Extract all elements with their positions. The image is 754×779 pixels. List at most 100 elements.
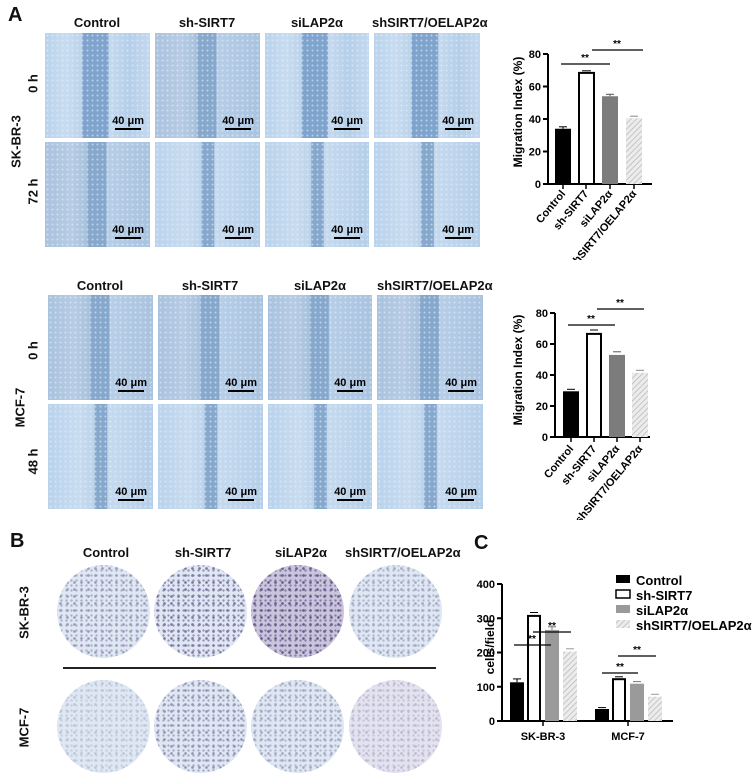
- legend-swatch-sh-sirt7: [615, 589, 631, 599]
- micrograph-mcf7-control-0h: 40 μm: [48, 295, 153, 400]
- y-axis-label: Migration Index (%): [511, 57, 525, 168]
- bar-skbr3-sh-sirt7: [527, 614, 541, 722]
- y-tick: 0: [535, 179, 541, 191]
- bar-skbr3-shsirt7-oelap2a: [563, 651, 577, 721]
- micrograph-mcf7-silap2a-48h: 40 μm: [268, 404, 372, 509]
- panel-letter-c: C: [474, 532, 489, 554]
- legend-label-shsirt7-oelap2a: shSIRT7/OELAP2α: [636, 618, 752, 633]
- chart-invasion-cells-per-field: cells/field 0 100 200 300 400 ** ** ** *…: [477, 573, 752, 743]
- row-label-48h: 48 h: [25, 448, 41, 475]
- significance-label: **: [616, 298, 624, 309]
- bar-sh-sirt7: [586, 332, 602, 438]
- scale-bar-label: 40 μm: [331, 224, 363, 236]
- col-label-control: Control: [76, 278, 124, 293]
- scale-bar-label: 40 μm: [334, 486, 366, 498]
- row-divider: [63, 667, 436, 669]
- y-tick: 20: [529, 147, 541, 159]
- bar-mcf7-silap2a: [630, 683, 644, 721]
- micrograph-skbr3-silap2a-72h: 40 μm: [265, 142, 369, 247]
- y-tick: 20: [536, 401, 548, 413]
- y-tick: 300: [477, 613, 495, 625]
- micrograph-skbr3-shsirt7-0h: 40 μm: [155, 33, 260, 138]
- significance-label: **: [581, 53, 589, 64]
- micrograph-skbr3-control-0h: 40 μm: [45, 33, 150, 138]
- bar-shsirt7-oelap2a: [626, 118, 642, 184]
- y-axis-label: Migration Index (%): [511, 315, 525, 426]
- y-tick: 200: [477, 648, 495, 660]
- col-label-silap2a: siLAP2α: [274, 545, 328, 560]
- col-label-shsirt7-oelap2a: shSIRT7/OELAP2α: [345, 545, 461, 560]
- bar-mcf7-shsirt7-oelap2a: [648, 696, 662, 721]
- micrograph-mcf7-silap2a-0h: 40 μm: [268, 295, 372, 400]
- bar-skbr3-control: [510, 682, 524, 721]
- significance-label: **: [613, 40, 621, 50]
- y-tick: 0: [489, 716, 495, 728]
- transwell-dish-skbr3-control: [57, 565, 150, 658]
- y-tick: 100: [477, 682, 495, 694]
- bar-skbr3-silap2a: [545, 629, 559, 721]
- scale-bar-label: 40 μm: [445, 377, 477, 389]
- scale-bar-label: 40 μm: [222, 115, 254, 127]
- significance-label: **: [587, 314, 595, 325]
- bar-control: [555, 128, 571, 184]
- scale-bar-label: 40 μm: [222, 224, 254, 236]
- y-tick: 40: [536, 370, 548, 382]
- bar-silap2a: [602, 96, 618, 184]
- chart-legend: Control sh-SIRT7 siLAP2α shSIRT7/OELAP2α: [615, 573, 752, 633]
- scale-bar-label: 40 μm: [225, 486, 257, 498]
- bar-silap2a: [609, 354, 625, 437]
- transwell-dish-mcf7-silap2a: [251, 680, 344, 773]
- micrograph-skbr3-shsirt7-72h: 40 μm: [155, 142, 260, 247]
- row-label-skbr3: SK-BR-3: [8, 115, 24, 168]
- significance-label: **: [548, 621, 556, 632]
- bar-mcf7-control: [595, 709, 609, 721]
- micrograph-skbr3-silap2a-0h: 40 μm: [265, 33, 369, 138]
- bar-mcf7-sh-sirt7: [612, 678, 626, 722]
- legend-swatch-control: [616, 575, 630, 583]
- col-label-silap2a: siLAP2α: [293, 278, 347, 293]
- scale-bar-label: 40 μm: [442, 224, 474, 236]
- col-label-silap2a: siLAP2α: [290, 15, 344, 30]
- micrograph-mcf7-shsirt7-48h: 40 μm: [158, 404, 263, 509]
- scale-bar-label: 40 μm: [112, 115, 144, 127]
- scale-bar-label: 40 μm: [225, 377, 257, 389]
- row-label-0h: 0 h: [25, 341, 41, 360]
- bar-shsirt7-oelap2a: [632, 372, 648, 437]
- y-axis-label: cells/field: [483, 620, 497, 675]
- panel-letter-b: B: [10, 530, 25, 552]
- chart-skbr3-migration-index: Migration Index (%) 0 20 40 60 80 ** ** …: [511, 40, 652, 260]
- transwell-dish-mcf7-shsirt7: [154, 680, 247, 773]
- legend-label-control: Control: [636, 573, 682, 588]
- col-label-control: Control: [82, 545, 130, 560]
- scale-bar-label: 40 μm: [112, 224, 144, 236]
- legend-label-sh-sirt7: sh-SIRT7: [636, 588, 692, 603]
- col-label-sh-sirt7: sh-SIRT7: [181, 278, 239, 293]
- transwell-dish-mcf7-shsirt7-oelap2a: [349, 680, 442, 773]
- x-tick-skbr3: SK-BR-3: [521, 731, 566, 743]
- chart-mcf7-migration-index: Migration Index (%) 0 20 40 60 80 ** ** …: [511, 298, 650, 520]
- col-label-sh-sirt7: sh-SIRT7: [178, 15, 236, 30]
- col-label-sh-sirt7: sh-SIRT7: [174, 545, 232, 560]
- row-label-mcf7: MCF-7: [16, 707, 32, 748]
- legend-label-silap2a: siLAP2α: [636, 603, 688, 618]
- transwell-dish-skbr3-shsirt7: [154, 565, 247, 658]
- legend-swatch-shsirt7-oelap2a: [616, 620, 630, 628]
- bar-control: [563, 391, 579, 437]
- transwell-dish-skbr3-shsirt7-oelap2a: [349, 565, 442, 658]
- row-label-mcf7: MCF-7: [12, 387, 28, 428]
- row-label-skbr3: SK-BR-3: [16, 586, 32, 639]
- scale-bar-label: 40 μm: [115, 377, 147, 389]
- micrograph-mcf7-shsirt7-oelap2a-48h: 40 μm: [377, 404, 483, 509]
- scale-bar-label: 40 μm: [115, 486, 147, 498]
- significance-label: **: [633, 645, 641, 656]
- scale-bar-label: 40 μm: [331, 115, 363, 127]
- col-label-shsirt7-oelap2a: shSIRT7/OELAP2α: [377, 278, 493, 293]
- bar-sh-sirt7: [578, 71, 595, 185]
- y-tick: 80: [536, 308, 548, 320]
- significance-label: **: [528, 634, 536, 645]
- y-tick: 0: [542, 432, 548, 444]
- scale-bar-label: 40 μm: [334, 377, 366, 389]
- y-tick: 400: [477, 579, 495, 591]
- micrograph-skbr3-control-72h: 40 μm: [45, 142, 150, 247]
- y-tick: 40: [529, 114, 541, 126]
